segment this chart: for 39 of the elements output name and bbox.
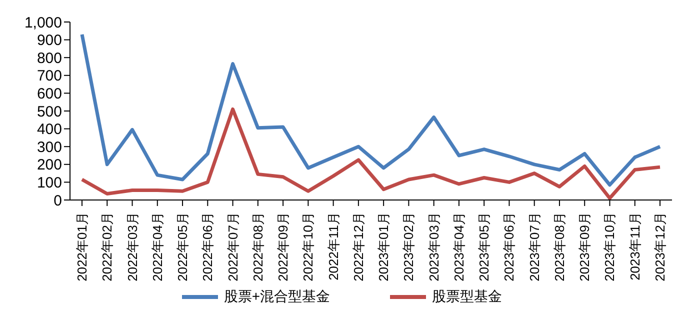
- x-tick-label: 2022年09月: [276, 212, 291, 282]
- x-tick-label: 2022年11月: [326, 212, 341, 280]
- y-tick-label: 700: [36, 68, 62, 85]
- y-tick-label: 900: [36, 32, 62, 50]
- x-tick-label: 2022年02月: [100, 212, 115, 282]
- x-tick-label: 2023年04月: [451, 212, 466, 282]
- x-tick-label: 2022年08月: [250, 212, 266, 282]
- line-series: [80, 32, 662, 187]
- x-tick-label: 2023年08月: [552, 212, 567, 282]
- x-tick-label: 2022年06月: [200, 212, 216, 282]
- y-tick-label: 100: [36, 174, 62, 192]
- x-tick-label: 2022年01月: [74, 212, 90, 282]
- y-tick-label: 500: [36, 103, 62, 120]
- x-tick-label: 2023年01月: [376, 212, 392, 282]
- y-tick-label: 400: [36, 121, 62, 138]
- y-tick-label: 600: [36, 86, 62, 103]
- x-tick-label: 2023年10月: [602, 212, 618, 282]
- x-tick-label: 2022年07月: [225, 212, 240, 282]
- line-series: [80, 107, 662, 200]
- y-tick-label: 200: [36, 156, 62, 174]
- y-tick-label: 300: [36, 138, 62, 156]
- x-tick-label: 2022年04月: [150, 212, 165, 282]
- legend-label: 股票型基金: [432, 288, 502, 306]
- x-tick-label: 2022年03月: [124, 212, 140, 282]
- y-tick-label: 800: [36, 50, 62, 67]
- x-tick-label: 2023年07月: [526, 212, 542, 282]
- x-tick-label: 2022年05月: [175, 212, 190, 282]
- x-tick-label: 2023年11月: [627, 212, 642, 280]
- x-tick-label: 2022年12月: [350, 212, 366, 282]
- x-tick-label: 2023年06月: [502, 212, 517, 282]
- y-tick-label: 1,000: [24, 14, 62, 32]
- y-tick-label: 0: [54, 192, 62, 210]
- x-tick-label: 2023年02月: [401, 212, 416, 282]
- x-tick-label: 2023年12月: [652, 212, 668, 282]
- x-tick-label: 2023年03月: [426, 212, 442, 282]
- x-tick-label: 2022年10月: [300, 212, 316, 282]
- legend-label: 股票+混合型基金: [224, 288, 330, 306]
- x-tick-label: 2023年05月: [476, 212, 492, 282]
- x-tick-label: 2023年09月: [577, 212, 592, 282]
